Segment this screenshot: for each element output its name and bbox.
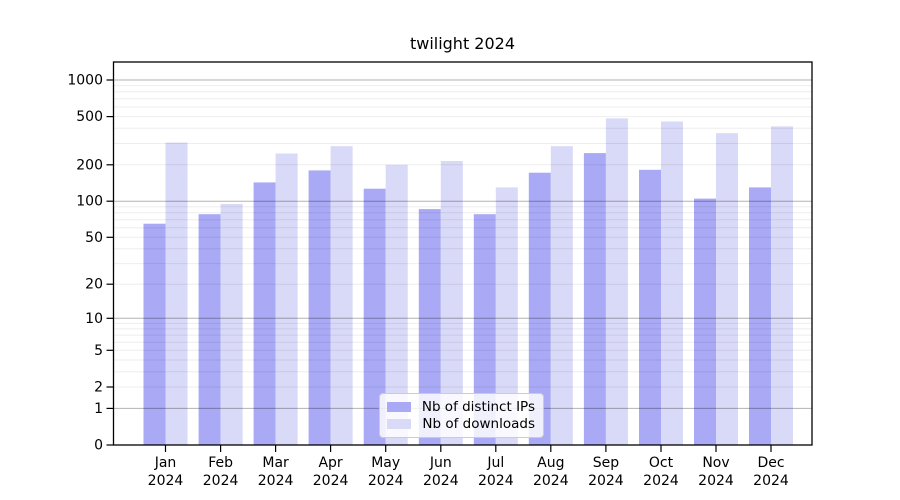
y-tick-label: 1000 [67,73,103,89]
x-tick-label-year: 2024 [368,473,404,489]
bar-ips-jul [473,214,496,445]
x-tick-label-year: 2024 [478,473,514,489]
bar-ips-apr [308,170,331,445]
legend: Nb of distinct IPs Nb of downloads [379,393,544,438]
bar-ips-jun [418,209,441,445]
y-tick-label: 500 [76,109,103,125]
y-tick-label: 2 [94,380,103,396]
x-tick-label-year: 2024 [643,473,679,489]
x-tick-label-month: Nov [702,455,729,471]
bar-downloads-aug [550,146,573,445]
x-tick-label-month: Dec [757,455,784,471]
x-tick-label-year: 2024 [588,473,624,489]
x-tick-label-year: 2024 [148,473,184,489]
bar-ips-dec [749,187,771,445]
x-tick-label-month: Jan [154,455,177,471]
bar-downloads-feb [220,203,243,445]
bar-ips-aug [528,172,551,445]
x-tick-label-month: Feb [208,455,233,471]
x-tick-label-year: 2024 [423,473,459,489]
x-tick-label-month: Sep [593,455,620,471]
bar-ips-may [363,188,386,445]
y-tick-label: 10 [85,311,103,327]
y-tick-label: 200 [76,157,103,173]
x-tick-label-month: Jul [486,455,504,471]
bar-downloads-apr [330,146,353,445]
bar-ips-nov [694,198,716,445]
legend-item-downloads: Nb of downloads [387,416,535,432]
y-tick-label: 0 [94,438,103,454]
y-tick-label: 5 [94,343,103,359]
x-tick-label-year: 2024 [313,473,349,489]
legend-swatch-distinct-ips [387,402,411,413]
x-tick-label-year: 2024 [698,473,734,489]
bar-downloads-mar [275,153,298,445]
x-tick-label-month: May [371,455,400,471]
bar-downloads-dec [771,126,793,446]
chart-title: twilight 2024 [409,34,516,53]
bar-downloads-jan [165,142,188,445]
y-tick-label: 50 [85,230,103,246]
x-tick-label-year: 2024 [258,473,294,489]
bar-downloads-oct [661,121,683,445]
x-tick-label-month: Aug [537,455,564,471]
bar-downloads-nov [716,133,738,445]
x-tick-label-month: Mar [262,455,289,471]
plot-border [112,61,813,446]
x-tick-label-year: 2024 [533,473,569,489]
x-tick-label-year: 2024 [203,473,239,489]
bar-ips-jan [143,223,166,445]
bar-downloads-sep [605,118,628,446]
legend-item-distinct-ips: Nb of distinct IPs [387,399,535,415]
legend-swatch-downloads [387,418,411,429]
bar-downloads-jun [440,161,463,445]
legend-label-distinct-ips: Nb of distinct IPs [421,399,535,416]
bar-downloads-jul [495,187,518,445]
legend-label-downloads: Nb of downloads [422,415,535,432]
x-tick-label-year: 2024 [753,473,789,489]
x-tick-label-month: Apr [318,455,342,471]
bar-ips-sep [583,153,606,445]
y-tick-label: 100 [76,194,103,210]
bar-downloads-may [385,164,408,446]
bar-ips-oct [639,169,661,446]
bar-ips-feb [198,214,221,445]
y-tick-label: 20 [85,277,103,293]
y-tick-label: 1 [94,401,103,417]
x-tick-label-month: Jun [429,455,452,471]
bar-ips-mar [253,182,276,445]
x-tick-label-month: Oct [649,455,674,471]
